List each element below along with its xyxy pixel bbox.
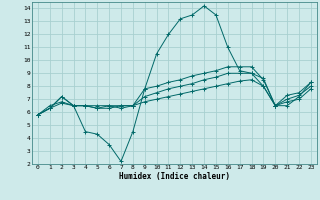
X-axis label: Humidex (Indice chaleur): Humidex (Indice chaleur) <box>119 172 230 181</box>
